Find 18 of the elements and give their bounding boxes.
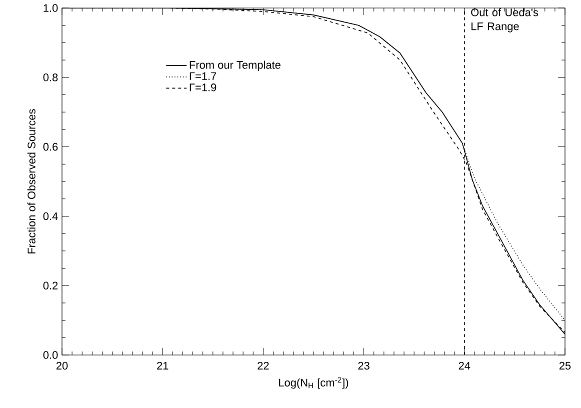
x-axis-title: Log(N$_{H}$ [cm$^{-2}$])	[279, 377, 348, 389]
x-tick-label: 23	[358, 362, 370, 370]
ref-line-label: Out of Ueda's LF Range	[471, 8, 538, 32]
x-tick-label: 25	[559, 362, 571, 370]
y-tick-label: 0.6	[43, 142, 58, 151]
x-tick-label: 22	[258, 362, 269, 370]
legend-label: From our Template	[190, 60, 280, 71]
x-tick-label: 24	[458, 362, 470, 370]
x-tick-label: 21	[157, 362, 168, 370]
y-tick-label: 0.0	[43, 351, 58, 359]
y-tick-label: 1.0	[44, 4, 58, 12]
x-tick-label: 20	[56, 362, 68, 370]
y-axis-title: Fraction of Observed Sources	[27, 109, 36, 254]
legend-label: Γ=1.9	[190, 84, 216, 92]
y-tick-label: 0.8	[43, 74, 58, 82]
y-tick-label: 0.2	[43, 282, 58, 290]
y-tick-label: 0.4	[43, 212, 58, 220]
legend-label: Γ=1.7	[190, 72, 216, 80]
